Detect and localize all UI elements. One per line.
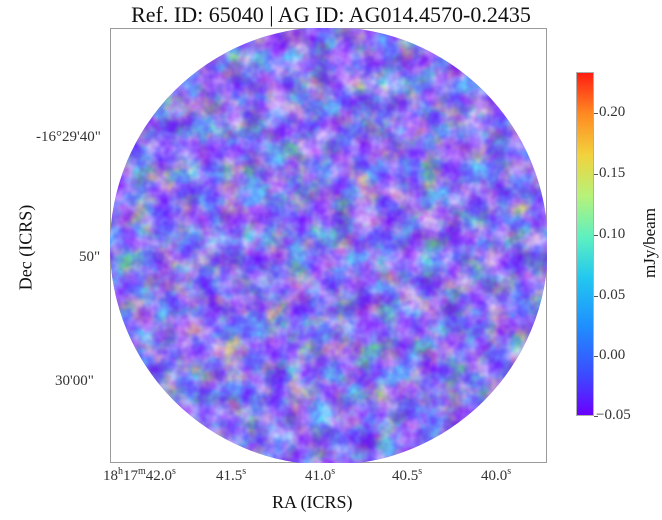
y-tick-label: 50" [79, 249, 101, 265]
colorbar [576, 72, 594, 416]
colorbar-tick-mark [594, 416, 598, 417]
x-tick-seconds: 41.5 [216, 468, 243, 484]
colorbar-tick-mark [594, 235, 598, 236]
x-tick-label: 40.5s [392, 466, 423, 484]
x-tick-label: 41.0s [305, 466, 336, 484]
colorbar-tick-mark [594, 296, 598, 297]
colorbar-tick-label: 0.20 [599, 104, 626, 120]
colorbar-tick-label: −0.05 [596, 407, 631, 423]
y-tick-label: 30'00" [55, 373, 94, 389]
colorbar-tick-label: 0.10 [599, 226, 626, 242]
colorbar-tick-mark [594, 356, 598, 357]
colorbar-title: mJy/beam [640, 208, 659, 278]
x-tick-hours: 18 [103, 468, 118, 484]
colorbar-tick-label: 0.05 [599, 287, 626, 303]
x-axis-title: RA (ICRS) [272, 492, 353, 512]
x-tick-minutes: 17 [123, 468, 138, 484]
x-tick-label: 18h17m42.0s [103, 466, 176, 484]
x-tick-seconds: 40.0 [481, 468, 508, 484]
x-tick-seconds: 41.0 [305, 468, 332, 484]
colorbar-tick-mark [594, 113, 598, 114]
x-tick-seconds: 40.5 [392, 468, 419, 484]
colorbar-tick-mark [594, 174, 598, 175]
noise-map-image [110, 28, 547, 463]
colorbar-tick-label: 0.15 [599, 165, 626, 181]
figure-title: Ref. ID: 65040 | AG ID: AG014.4570-0.243… [131, 2, 531, 27]
y-tick-label: -16°29'40" [36, 129, 101, 145]
y-axis-title: Dec (ICRS) [15, 204, 36, 291]
x-tick-label: 41.5s [216, 466, 247, 484]
x-tick-seconds: 42.0 [145, 468, 173, 484]
colorbar-tick-label: 0.00 [599, 347, 626, 363]
x-tick-label: 40.0s [481, 466, 512, 484]
